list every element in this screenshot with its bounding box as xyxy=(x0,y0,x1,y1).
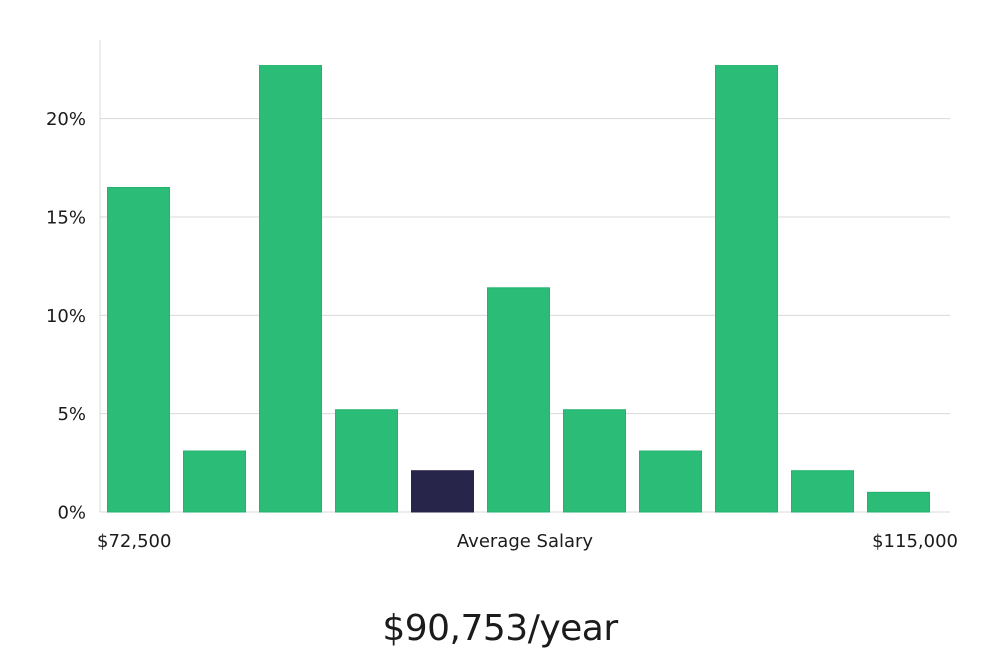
y-tick-label: 10% xyxy=(46,306,86,327)
x-label-center: Average Salary xyxy=(457,531,594,552)
x-label-max: $115,000 xyxy=(872,531,958,552)
bar-highlighted xyxy=(411,470,474,513)
bar xyxy=(183,450,246,513)
average-salary-value: $90,753/year xyxy=(382,608,618,649)
y-tick-label: 5% xyxy=(57,404,86,425)
bar xyxy=(107,187,170,513)
bar xyxy=(487,287,550,513)
bar xyxy=(259,65,322,513)
bar xyxy=(715,65,778,513)
bar xyxy=(563,409,626,513)
y-tick-label: 15% xyxy=(46,208,86,229)
salary-distribution-chart: 0% 5% 10% 15% 20% $72,500 Average Salary $11… xyxy=(46,40,958,552)
bar xyxy=(867,491,930,513)
bars xyxy=(107,65,930,513)
bar xyxy=(639,450,702,513)
y-tick-label: 20% xyxy=(46,109,86,130)
x-label-min: $72,500 xyxy=(97,531,171,552)
y-tick-labels: 0% 5% 10% 15% 20% xyxy=(46,109,86,523)
bar xyxy=(335,409,398,513)
bar xyxy=(791,470,854,513)
y-tick-label: 0% xyxy=(57,503,86,524)
